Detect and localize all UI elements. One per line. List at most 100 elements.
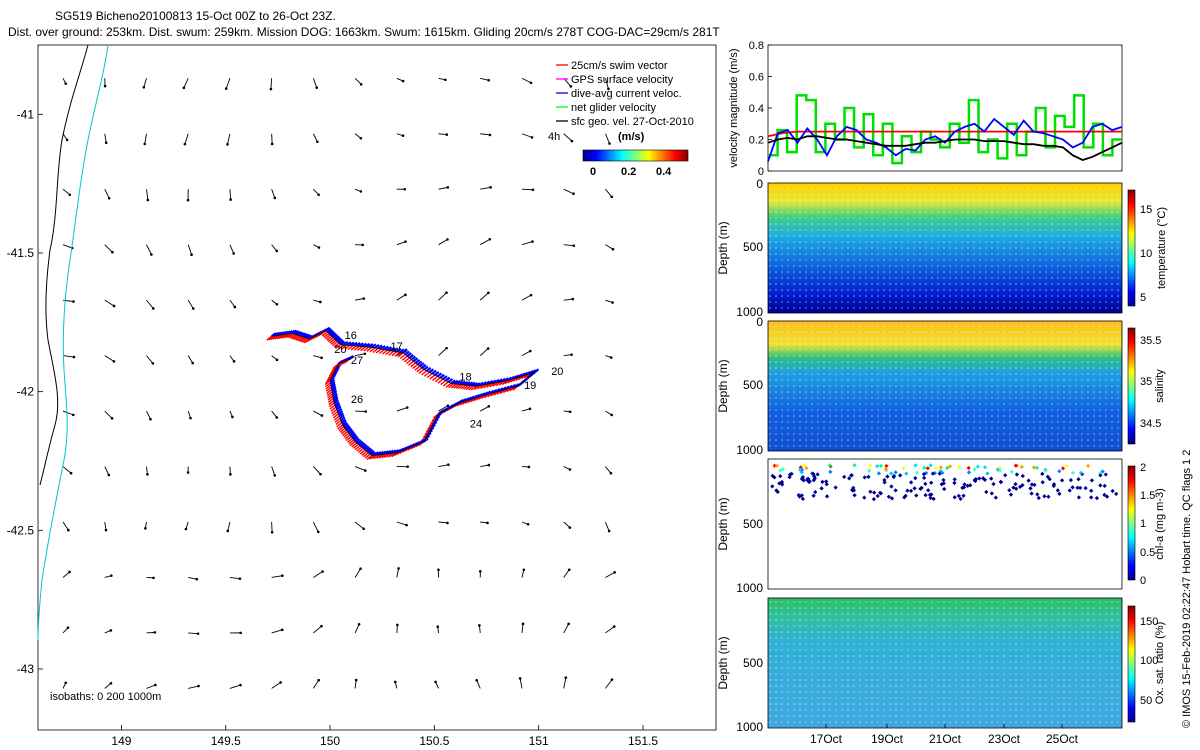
geo-vector [476,680,481,689]
chla-sample [913,463,918,468]
day-label: 16 [345,330,357,342]
swim-vector [486,382,493,388]
sal-cb-35: 35 [1140,376,1152,388]
map-ytick-label: -42.5 [7,523,35,537]
swim-vector [325,386,332,392]
chla-sample [815,472,820,477]
chla-sample [1007,488,1012,493]
temp-ytick-1000: 1000 [736,305,763,319]
geo-vector-head [316,140,319,144]
dac-vector [362,444,369,450]
geo-vector [313,355,322,359]
geo-vector [438,347,447,356]
chla-sample [985,471,990,476]
swim-vector [460,384,467,390]
dac-vector [349,341,355,347]
swim-vector [484,393,491,399]
geo-vector-head [149,417,152,421]
chla-sample [770,484,775,489]
dac-vector [351,434,358,440]
dac-vector [393,347,399,353]
geo-vector-head [238,577,242,580]
swim-vector [276,334,283,340]
geo-vector-head [611,247,615,251]
geo-vector-head [269,87,273,91]
geo-vector-head [610,413,613,417]
chla-sample [1103,472,1108,477]
dac-vector [432,421,438,426]
geo-vector [312,521,319,533]
dac-vector [341,421,348,426]
geo-vector [354,568,361,578]
geo-vector-head [69,471,73,475]
ox-ytick-1000: 1000 [736,720,763,734]
dac-vector [455,380,461,385]
geo-vector-head [317,246,321,249]
geo-vector-head [518,677,522,680]
geo-vector-head [362,527,365,531]
geo-vector-head [229,198,232,201]
geo-vector-head [66,626,70,629]
dac-vector [331,387,337,393]
chla-sample [965,483,970,489]
track-line [271,330,535,456]
geo-vector-head [104,528,108,532]
temp-cb-5: 5 [1140,292,1146,304]
chla-sample [852,463,857,468]
geo-vector [229,299,236,308]
swim-vector [358,447,364,454]
geo-vector [229,189,232,200]
chla-sample [921,472,927,477]
swim-vector [366,346,373,352]
geo-vector [480,464,489,467]
chla-sample [875,464,880,469]
geo-vector-head [321,570,324,573]
geo-vector [313,571,323,578]
dac-vector [406,352,412,358]
geo-vector-head [531,188,535,192]
dac-vector [332,392,338,397]
geo-vector-head [233,305,237,309]
geo-vector-head [406,465,409,468]
dac-vector [296,331,303,336]
dac-vector [361,443,367,449]
chla-frame [767,458,1123,590]
geo-vector-head [610,195,614,199]
chla-sample [1057,469,1062,474]
chla-sample [1009,469,1014,475]
chla-sample [933,466,939,471]
dac-vector [467,381,474,387]
geo-vector-head [191,361,195,365]
geo-vector-head [567,568,571,572]
geo-vector-head [232,360,236,363]
swim-vector [373,454,380,460]
swim-vector [453,383,460,389]
chla-sample [811,493,816,498]
geo-vector-head [404,293,407,297]
swim-vector [391,351,398,357]
geo-vector-head [486,347,490,350]
swim-vector [416,367,423,373]
geo-vector [184,133,189,145]
geo-vector [355,298,364,301]
swim-vector [334,417,341,423]
geo-vector-head [275,416,279,419]
geo-vector [438,133,447,136]
chla-sample [941,477,946,483]
swim-vector [410,362,417,368]
dac-vector [383,450,389,455]
dac-vector [462,380,469,386]
chla-sample [912,486,917,491]
chla-sample [804,466,809,471]
geo-vector-head [195,577,199,581]
colorbar-tick-0: 0 [590,166,596,178]
swim-vector [329,404,336,410]
swim-vector [418,368,425,375]
swim-vector [496,389,503,395]
chla-sample [1014,472,1020,477]
geo-vector-head [197,684,200,688]
swim-vector [468,385,475,391]
map-xtick-label: 150.5 [419,734,449,748]
dac-vector [354,437,360,443]
